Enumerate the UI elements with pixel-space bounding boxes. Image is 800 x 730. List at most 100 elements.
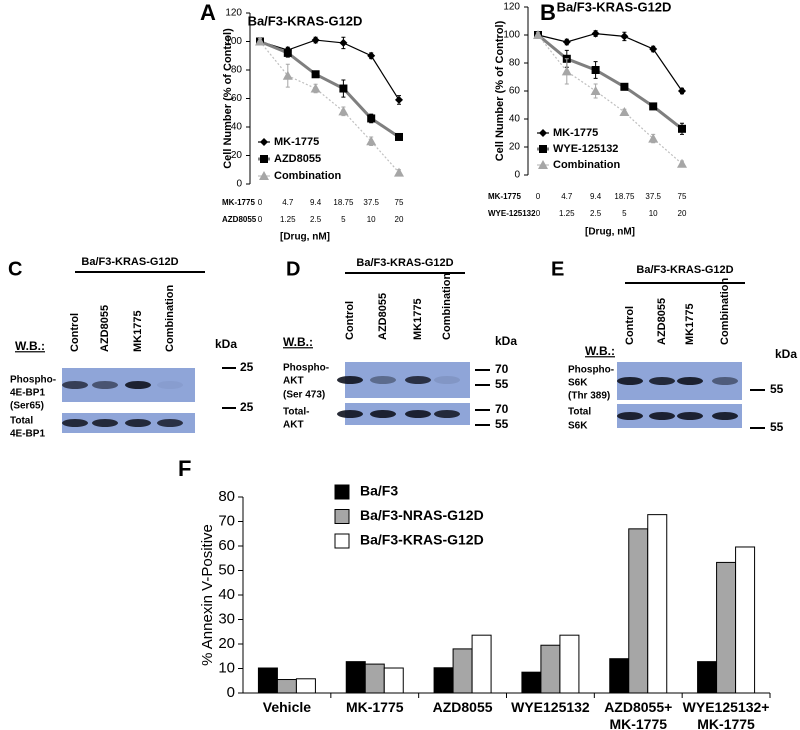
y-tick-label: 30 xyxy=(218,610,235,627)
x-tick-label: 0 xyxy=(536,209,541,218)
data-point xyxy=(649,45,658,53)
marker-label: 55 xyxy=(495,417,509,431)
lane-label: Combination xyxy=(164,285,176,352)
data-point xyxy=(339,38,348,47)
legend-label: Combination xyxy=(274,170,341,182)
y-tick-label: 50 xyxy=(218,561,235,578)
data-point xyxy=(367,51,376,60)
x-tick-label: 75 xyxy=(678,192,687,201)
legend-label: Combination xyxy=(553,159,620,171)
y-tick-label: 20 xyxy=(231,150,243,161)
bar xyxy=(559,634,580,694)
panel-letter: A xyxy=(200,0,216,25)
data-point xyxy=(366,136,377,146)
data-point xyxy=(311,70,320,79)
y-tick-label: 0 xyxy=(227,684,235,701)
marker-label: 25 xyxy=(240,360,254,374)
legend-label: MK-1775 xyxy=(553,127,598,139)
blot-band xyxy=(677,412,703,420)
lane-label: Control xyxy=(624,306,636,345)
y-axis-label: Cell Number (% of Control) xyxy=(494,20,506,161)
data-point xyxy=(395,95,403,104)
data-point xyxy=(590,86,601,95)
x-tick-label: WYE125132+ MK-1775 xyxy=(682,699,770,730)
y-tick-label: 10 xyxy=(218,659,235,676)
unit-label: kDa xyxy=(215,337,237,351)
legend-label: WYE-125132 xyxy=(553,143,618,155)
blot-band xyxy=(649,377,675,385)
lane-label: MK1775 xyxy=(684,303,696,345)
series-line xyxy=(537,32,683,92)
blot-band xyxy=(405,376,431,384)
lane-label: Combination xyxy=(441,273,453,340)
legend-label: AZD8055 xyxy=(274,153,321,165)
x-tick-label: MK-1775 xyxy=(345,699,404,715)
bar xyxy=(647,514,668,694)
bar xyxy=(716,561,737,694)
row-label: Phospho- xyxy=(10,375,56,386)
y-tick-label: 0 xyxy=(514,170,520,181)
bar xyxy=(609,658,630,694)
x-tick-label: 37.5 xyxy=(645,192,661,201)
bar xyxy=(540,644,561,694)
bar xyxy=(521,671,542,694)
x-row-name: MK-1775 xyxy=(488,192,521,201)
data-point xyxy=(649,102,658,111)
x-tick-label: 10 xyxy=(367,215,376,224)
series-line xyxy=(537,33,683,130)
x-tick-label: 1.25 xyxy=(559,209,575,218)
x-tick-label: AZD8055+ MK-1775 xyxy=(604,699,673,730)
data-point xyxy=(561,66,572,76)
data-point xyxy=(619,107,630,116)
data-point xyxy=(310,83,321,93)
row-label: (Ser65) xyxy=(10,401,44,412)
lane-label: Control xyxy=(69,313,81,352)
data-point xyxy=(367,114,376,123)
lane-label: Combination xyxy=(719,278,731,345)
bar xyxy=(735,546,756,694)
legend-swatch xyxy=(334,484,350,500)
data-point xyxy=(648,133,659,143)
blot-title: Ba/F3-KRAS-G12D xyxy=(356,257,453,269)
data-point xyxy=(394,167,404,177)
data-point xyxy=(591,66,600,74)
blot-band xyxy=(712,377,738,385)
data-point xyxy=(255,36,265,46)
x-tick-label: WYE125132 xyxy=(511,699,590,715)
x-tick-label: 2.5 xyxy=(590,209,602,218)
marker-label: 55 xyxy=(770,420,784,434)
x-tick-label: 5 xyxy=(622,209,627,218)
data-point xyxy=(338,106,349,116)
x-tick-label: 4.7 xyxy=(561,192,573,201)
blot-band xyxy=(617,377,643,385)
data-point xyxy=(591,29,600,38)
panel-letter: C xyxy=(8,258,22,280)
bar xyxy=(452,648,473,694)
y-tick-label: 100 xyxy=(225,36,242,47)
blot-band xyxy=(677,377,703,385)
x-row-name: WYE-125132 xyxy=(488,209,536,218)
data-point xyxy=(677,158,687,168)
y-tick-label: 100 xyxy=(503,30,520,41)
y-tick-label: 40 xyxy=(218,586,235,603)
y-tick-label: 80 xyxy=(218,488,235,505)
data-point xyxy=(311,36,320,45)
data-point xyxy=(283,48,292,57)
blot-band xyxy=(125,381,151,389)
marker-label: 25 xyxy=(240,400,254,414)
blot-band xyxy=(370,376,396,384)
blot-band xyxy=(62,419,88,427)
bar xyxy=(471,634,492,694)
blot-band xyxy=(712,412,738,420)
x-tick-label: 20 xyxy=(678,209,687,218)
lane-label: Control xyxy=(344,301,356,340)
x-tick-label: 0 xyxy=(258,215,263,224)
legend-swatch xyxy=(334,509,350,524)
x-tick-label: 10 xyxy=(649,209,658,218)
x-tick-label: 9.4 xyxy=(590,192,602,201)
data-point xyxy=(620,82,629,91)
data-point xyxy=(395,132,403,141)
marker-label: 55 xyxy=(495,377,509,391)
blot-band xyxy=(157,419,183,427)
y-tick-label: 120 xyxy=(225,8,242,19)
